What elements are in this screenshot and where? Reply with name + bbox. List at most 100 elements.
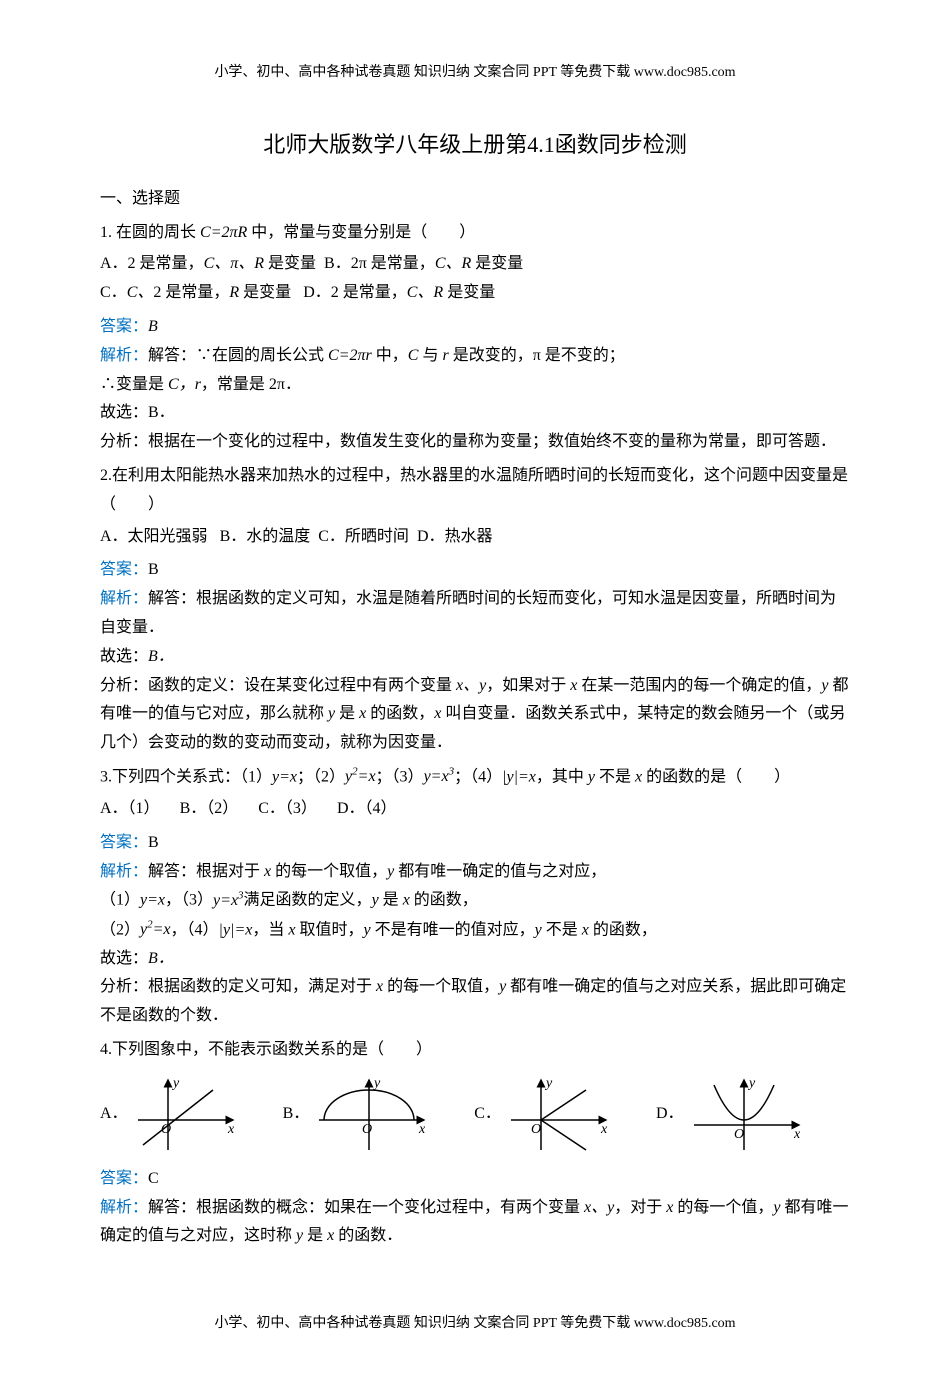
y-axis-label: y	[544, 1076, 553, 1091]
q1-a1-f: C=2πr	[328, 347, 372, 364]
q3-a3-f2: |y|=x	[219, 921, 253, 938]
section-header: 一、选择题	[100, 185, 850, 214]
q2-a2-prefix: 故选：	[100, 648, 148, 665]
q1-optB-f: C、R	[435, 255, 471, 272]
q3-fenxi: 分析：根据函数的定义可知，满足对于 x 的每一个取值，y 都有唯一确定的值与之对…	[100, 973, 850, 1031]
document-title: 北师大版数学八年级上册第4.1函数同步检测	[100, 125, 850, 165]
q4-optD-label: D．	[656, 1100, 684, 1129]
q3-options: A．（1） B．（2） C．（3） D．（4）	[100, 795, 850, 824]
question-4: 4.下列图象中，不能表示函数关系的是（ ） A． O x y B． O	[100, 1036, 850, 1251]
q4-text: 4.下列图象中，不能表示函数关系的是（ ）	[100, 1036, 850, 1065]
q1-options: A．2 是常量，C、π、R 是变量 B．2π 是常量，C、R 是变量 C．C、2…	[100, 250, 850, 308]
q3-a1-end: 都有唯一确定的值与之对应，	[394, 863, 606, 880]
q2-analysis2: 故选：B．	[100, 643, 850, 672]
q3-a3-m3: 取值时，	[295, 921, 363, 938]
q3-a3-m5: 不是	[542, 921, 582, 938]
graph-C: O x y	[506, 1075, 616, 1155]
q1-answer: 答案：B	[100, 313, 850, 342]
q1-formula: C=2πR	[200, 224, 247, 241]
x-axis-label: x	[793, 1127, 801, 1142]
q1-optC-f2: R	[229, 284, 239, 301]
q2-options: A．太阳光强弱 B．水的温度 C．所晒时间 D．热水器	[100, 523, 850, 552]
graph-D-container: D． O x y	[656, 1075, 809, 1155]
q3-a2-f3: y	[372, 892, 379, 909]
q3-answer: 答案：B	[100, 829, 850, 858]
q3-a2-m1: ，（3）	[165, 892, 213, 909]
q3-a2-p: （1）	[100, 892, 140, 909]
answer-label: 答案：	[100, 318, 148, 335]
q3-a3-f4: y	[363, 921, 370, 938]
q2-text: 2.在利用太阳能热水器来加热水的过程中，热水器里的水温随所晒时间的长短而变化，这…	[100, 462, 850, 520]
q1-optD-end: 是变量	[443, 284, 495, 301]
y-axis-label: y	[372, 1076, 381, 1091]
q3-a2-f2b: y=	[213, 892, 231, 909]
q3-a2-f4: x	[403, 892, 410, 909]
graph-C-container: C． O x y	[474, 1075, 616, 1155]
page-header: 小学、初中、高中各种试卷真题 知识归纳 文案合同 PPT 等免费下载 www.d…	[100, 60, 850, 85]
q1-analysis2: ∴变量是 C，r，常量是 2π．	[100, 371, 850, 400]
q3-a4: B．	[148, 950, 174, 967]
q4-a1-end: 的函数．	[334, 1227, 402, 1244]
y-axis-label: y	[747, 1076, 756, 1091]
q1-optC-end: 是变量	[239, 284, 291, 301]
q3-a2-f1: y=x	[140, 892, 165, 909]
question-1: 1. 在圆的周长 C=2πR 中，常量与变量分别是（ ） A．2 是常量，C、π…	[100, 219, 850, 457]
q1-a2-f: C，r	[168, 376, 201, 393]
q2-fenxi-m2: 在某一范围内的每一个确定的值，	[577, 677, 821, 694]
q3-m3: ；（4）	[454, 768, 502, 785]
q1-a2-end: ，常量是 2π．	[201, 376, 301, 393]
q3-a2-end: 的函数，	[410, 892, 478, 909]
q3-a3-end: 的函数，	[589, 921, 657, 938]
q3-m1: ；（2）	[297, 768, 345, 785]
q3-m2: ；（3）	[376, 768, 424, 785]
q1-a1: 解答：∵在圆的周长公式	[148, 347, 328, 364]
q1-optA: A．2 是常量，	[100, 255, 204, 272]
q3-a3-p: （2）	[100, 921, 140, 938]
q3-a3-f5: y	[535, 921, 542, 938]
q1-fenxi: 分析：根据在一个变化的过程中，数值发生变化的量称为变量；数值始终不变的量称为常量…	[100, 428, 850, 457]
q3-f5: y	[588, 768, 595, 785]
q4-optC-label: C．	[474, 1100, 501, 1129]
analysis-label: 解析：	[100, 863, 148, 880]
q1-analysis3: 故选：B．	[100, 399, 850, 428]
q1-optC-mid: 2 是常量，	[153, 284, 229, 301]
q3-optB: B．（2）	[180, 800, 239, 817]
q3-text: 3.下列四个关系式：（1）y=x；（2）y2=x；（3）y=x3；（4）|y|=…	[100, 763, 850, 792]
q2-answer-value: B	[148, 561, 159, 578]
y-axis-label: y	[171, 1076, 180, 1091]
origin-label: O	[531, 1122, 541, 1137]
q2-optC: C．所晒时间	[318, 528, 409, 545]
page-footer: 小学、初中、高中各种试卷真题 知识归纳 文案合同 PPT 等免费下载 www.d…	[100, 1311, 850, 1336]
x-axis-label: x	[227, 1122, 235, 1137]
q3-a2-m2: 满足函数的定义，	[244, 892, 372, 909]
q3-a4-prefix: 故选：	[100, 950, 148, 967]
q1-prefix: 1. 在圆的周长	[100, 224, 200, 241]
q2-fenxi-m1: ，如果对于	[486, 677, 570, 694]
q2-fenxi-m4: 是	[335, 705, 359, 722]
graph-B-container: B． O x y	[283, 1075, 435, 1155]
q1-text: 1. 在圆的周长 C=2πR 中，常量与变量分别是（ ）	[100, 219, 850, 248]
q2-analysis: 解析：解答：根据函数的定义可知，水温是随着所晒时间的长短而变化，可知水温是因变量…	[100, 585, 850, 643]
q4-optA-label: A．	[100, 1100, 128, 1129]
q3-end: 的函数的是（ ）	[642, 768, 790, 785]
graph-D: O x y	[689, 1075, 809, 1155]
answer-label: 答案：	[100, 834, 148, 851]
q1-optA-f: C、π、R	[204, 255, 264, 272]
q3-analysis4: 故选：B．	[100, 945, 850, 974]
q4-a1-m2: 的每一个值，	[673, 1199, 773, 1216]
q3-answer-value: B	[148, 834, 159, 851]
q3-optC: C．（3）	[258, 800, 317, 817]
graph-B: O x y	[314, 1075, 434, 1155]
q1-answer-value: B	[148, 318, 158, 335]
q1-optB-end: 是变量	[471, 255, 523, 272]
q3-a2-f2x: x	[231, 892, 238, 909]
q4-optB-label: B．	[283, 1100, 310, 1129]
question-3: 3.下列四个关系式：（1）y=x；（2）y2=x；（3）y=x3；（4）|y|=…	[100, 763, 850, 1031]
analysis-label: 解析：	[100, 1199, 148, 1216]
question-2: 2.在利用太阳能热水器来加热水的过程中，热水器里的水温随所晒时间的长短而变化，这…	[100, 462, 850, 758]
q3-f1: y=x	[272, 768, 297, 785]
q3-prefix: 3.下列四个关系式：（1）	[100, 768, 272, 785]
analysis-label: 解析：	[100, 590, 148, 607]
q1-optD-f: C、R	[407, 284, 443, 301]
q1-a1-m: 中，	[372, 347, 408, 364]
